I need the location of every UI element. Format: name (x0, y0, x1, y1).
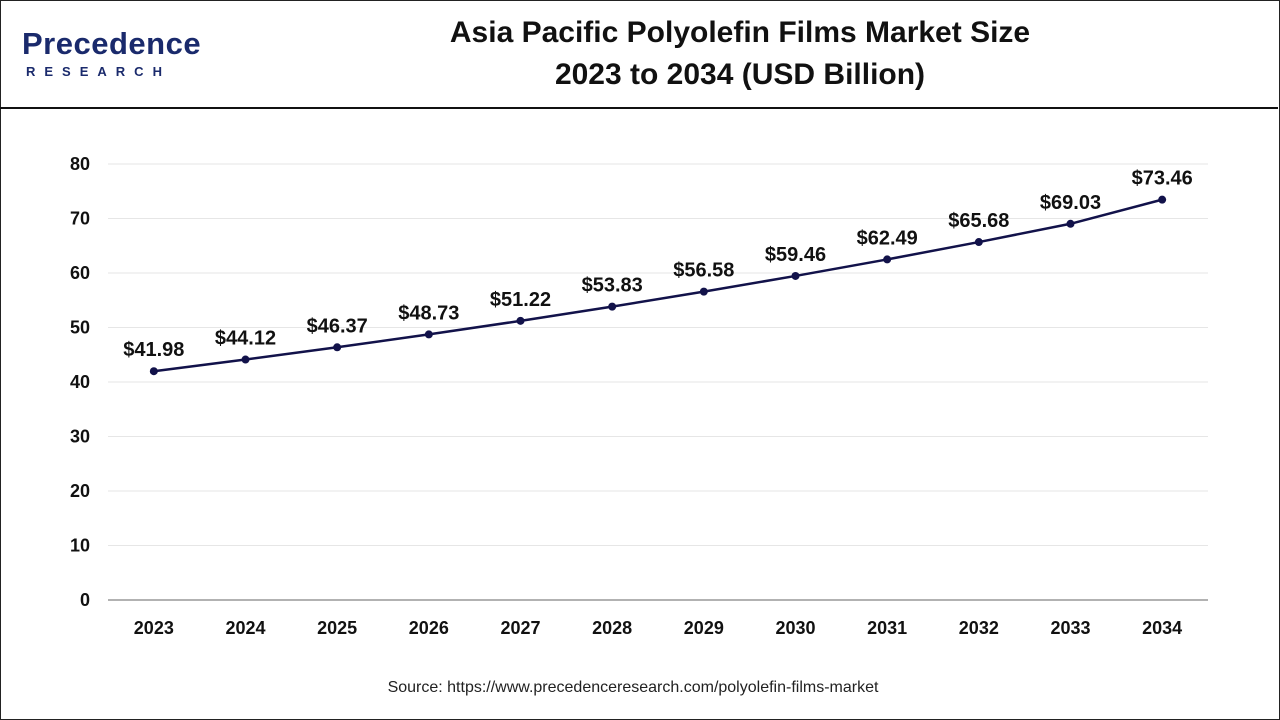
chart-title: Asia Pacific Polyolefin Films Market Siz… (330, 12, 1150, 96)
x-tick-label-2024: 2024 (225, 618, 265, 638)
data-point-2027 (516, 316, 525, 325)
data-point-2026 (424, 330, 433, 339)
y-tick-label-20: 20 (70, 481, 90, 501)
data-label-2030: $59.46 (765, 244, 826, 266)
chart-title-line-1: Asia Pacific Polyolefin Films Market Siz… (449, 16, 1031, 49)
data-point-2025 (333, 343, 342, 352)
data-point-2033 (1066, 219, 1075, 228)
chart-title-line-2: 2023 to 2034 (USD Billion) (554, 58, 926, 91)
x-tick-label-2033: 2033 (1050, 618, 1090, 638)
data-label-2033: $69.03 (1040, 192, 1101, 214)
data-point-2029 (699, 287, 708, 296)
x-tick-label-2031: 2031 (867, 618, 907, 638)
data-label-2031: $62.49 (857, 227, 918, 249)
data-label-2025: $46.37 (307, 315, 368, 337)
x-tick-label-2027: 2027 (500, 618, 540, 638)
data-point-2030 (791, 271, 800, 280)
logo: Precedence RESEARCH (22, 26, 222, 82)
y-tick-label-60: 60 (70, 263, 90, 283)
data-label-2024: $44.12 (215, 328, 276, 350)
header: Precedence RESEARCH Asia Pacific Polyole… (0, 0, 1278, 109)
data-label-2029: $56.58 (673, 260, 734, 282)
series-line (153, 198, 1163, 373)
y-tick-label-40: 40 (70, 372, 90, 392)
y-tick-label-50: 50 (70, 318, 90, 338)
x-tick-label-2029: 2029 (684, 618, 724, 638)
data-label-2026: $48.73 (398, 302, 459, 324)
data-point-2034 (1158, 195, 1167, 204)
data-label-2034: $73.46 (1132, 168, 1193, 190)
logo-main-text: Precedence (22, 26, 202, 61)
x-tick-label-2034: 2034 (1142, 618, 1182, 638)
data-label-2032: $65.68 (948, 210, 1009, 232)
x-tick-label-2032: 2032 (959, 618, 999, 638)
y-tick-label-10: 10 (70, 536, 90, 556)
x-tick-label-2023: 2023 (134, 618, 174, 638)
x-tick-label-2026: 2026 (409, 618, 449, 638)
data-point-2031 (883, 255, 892, 264)
y-tick-label-30: 30 (70, 427, 90, 447)
data-point-2023 (149, 367, 158, 376)
logo-sub-text: RESEARCH (26, 64, 171, 79)
data-label-2027: $51.22 (490, 289, 551, 311)
y-tick-label-0: 0 (80, 590, 90, 610)
source-note: Source: https://www.precedenceresearch.c… (387, 679, 879, 696)
data-label-2028: $53.83 (582, 275, 643, 297)
x-tick-label-2025: 2025 (317, 618, 357, 638)
data-label-2023: $41.98 (123, 339, 184, 361)
data-point-2024 (241, 355, 250, 364)
y-tick-label-80: 80 (70, 154, 90, 174)
x-tick-label-2030: 2030 (775, 618, 815, 638)
x-tick-label-2028: 2028 (592, 618, 632, 638)
data-point-2028 (608, 302, 617, 311)
y-tick-label-70: 70 (70, 209, 90, 229)
data-point-2032 (974, 238, 983, 247)
